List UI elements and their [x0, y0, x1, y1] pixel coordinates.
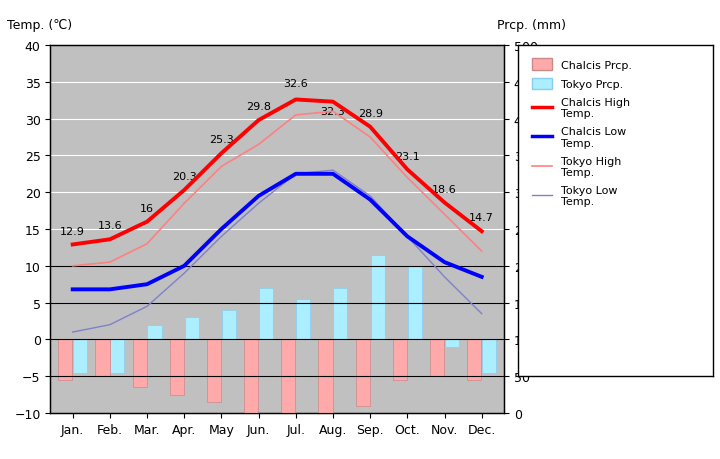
- Bar: [296, 299, 310, 340]
- Bar: [222, 310, 236, 340]
- Bar: [282, 340, 295, 413]
- Bar: [318, 340, 333, 413]
- Bar: [58, 340, 72, 380]
- Text: 14.7: 14.7: [469, 213, 494, 223]
- Bar: [244, 340, 258, 413]
- Text: 32.3: 32.3: [320, 107, 346, 117]
- Bar: [148, 325, 161, 340]
- Bar: [333, 288, 348, 340]
- Bar: [430, 340, 444, 376]
- Text: 25.3: 25.3: [209, 135, 234, 145]
- Text: 20.3: 20.3: [172, 172, 197, 182]
- Bar: [184, 318, 199, 340]
- Bar: [408, 266, 422, 340]
- Text: 12.9: 12.9: [60, 226, 85, 236]
- Text: 13.6: 13.6: [98, 221, 122, 231]
- Bar: [445, 340, 459, 347]
- Legend: Chalcis Prcp., Tokyo Prcp., Chalcis High
Temp., Chalcis Low
Temp., Tokyo High
Te: Chalcis Prcp., Tokyo Prcp., Chalcis High…: [528, 55, 636, 212]
- Bar: [110, 340, 125, 373]
- Text: 29.8: 29.8: [246, 102, 271, 112]
- Bar: [356, 340, 370, 406]
- Text: 32.6: 32.6: [284, 79, 308, 89]
- Bar: [482, 340, 496, 373]
- Text: 23.1: 23.1: [395, 151, 420, 161]
- Bar: [132, 340, 147, 387]
- Bar: [371, 255, 384, 340]
- Text: Prcp. (mm): Prcp. (mm): [497, 19, 566, 32]
- Bar: [259, 288, 273, 340]
- Bar: [393, 340, 407, 380]
- Bar: [73, 340, 87, 373]
- Text: 16: 16: [140, 203, 154, 213]
- Bar: [95, 340, 109, 376]
- Text: Temp. (℃): Temp. (℃): [7, 19, 72, 32]
- Bar: [207, 340, 221, 402]
- Bar: [467, 340, 482, 380]
- Text: 18.6: 18.6: [432, 184, 457, 194]
- Text: 28.9: 28.9: [358, 109, 382, 118]
- Bar: [170, 340, 184, 395]
